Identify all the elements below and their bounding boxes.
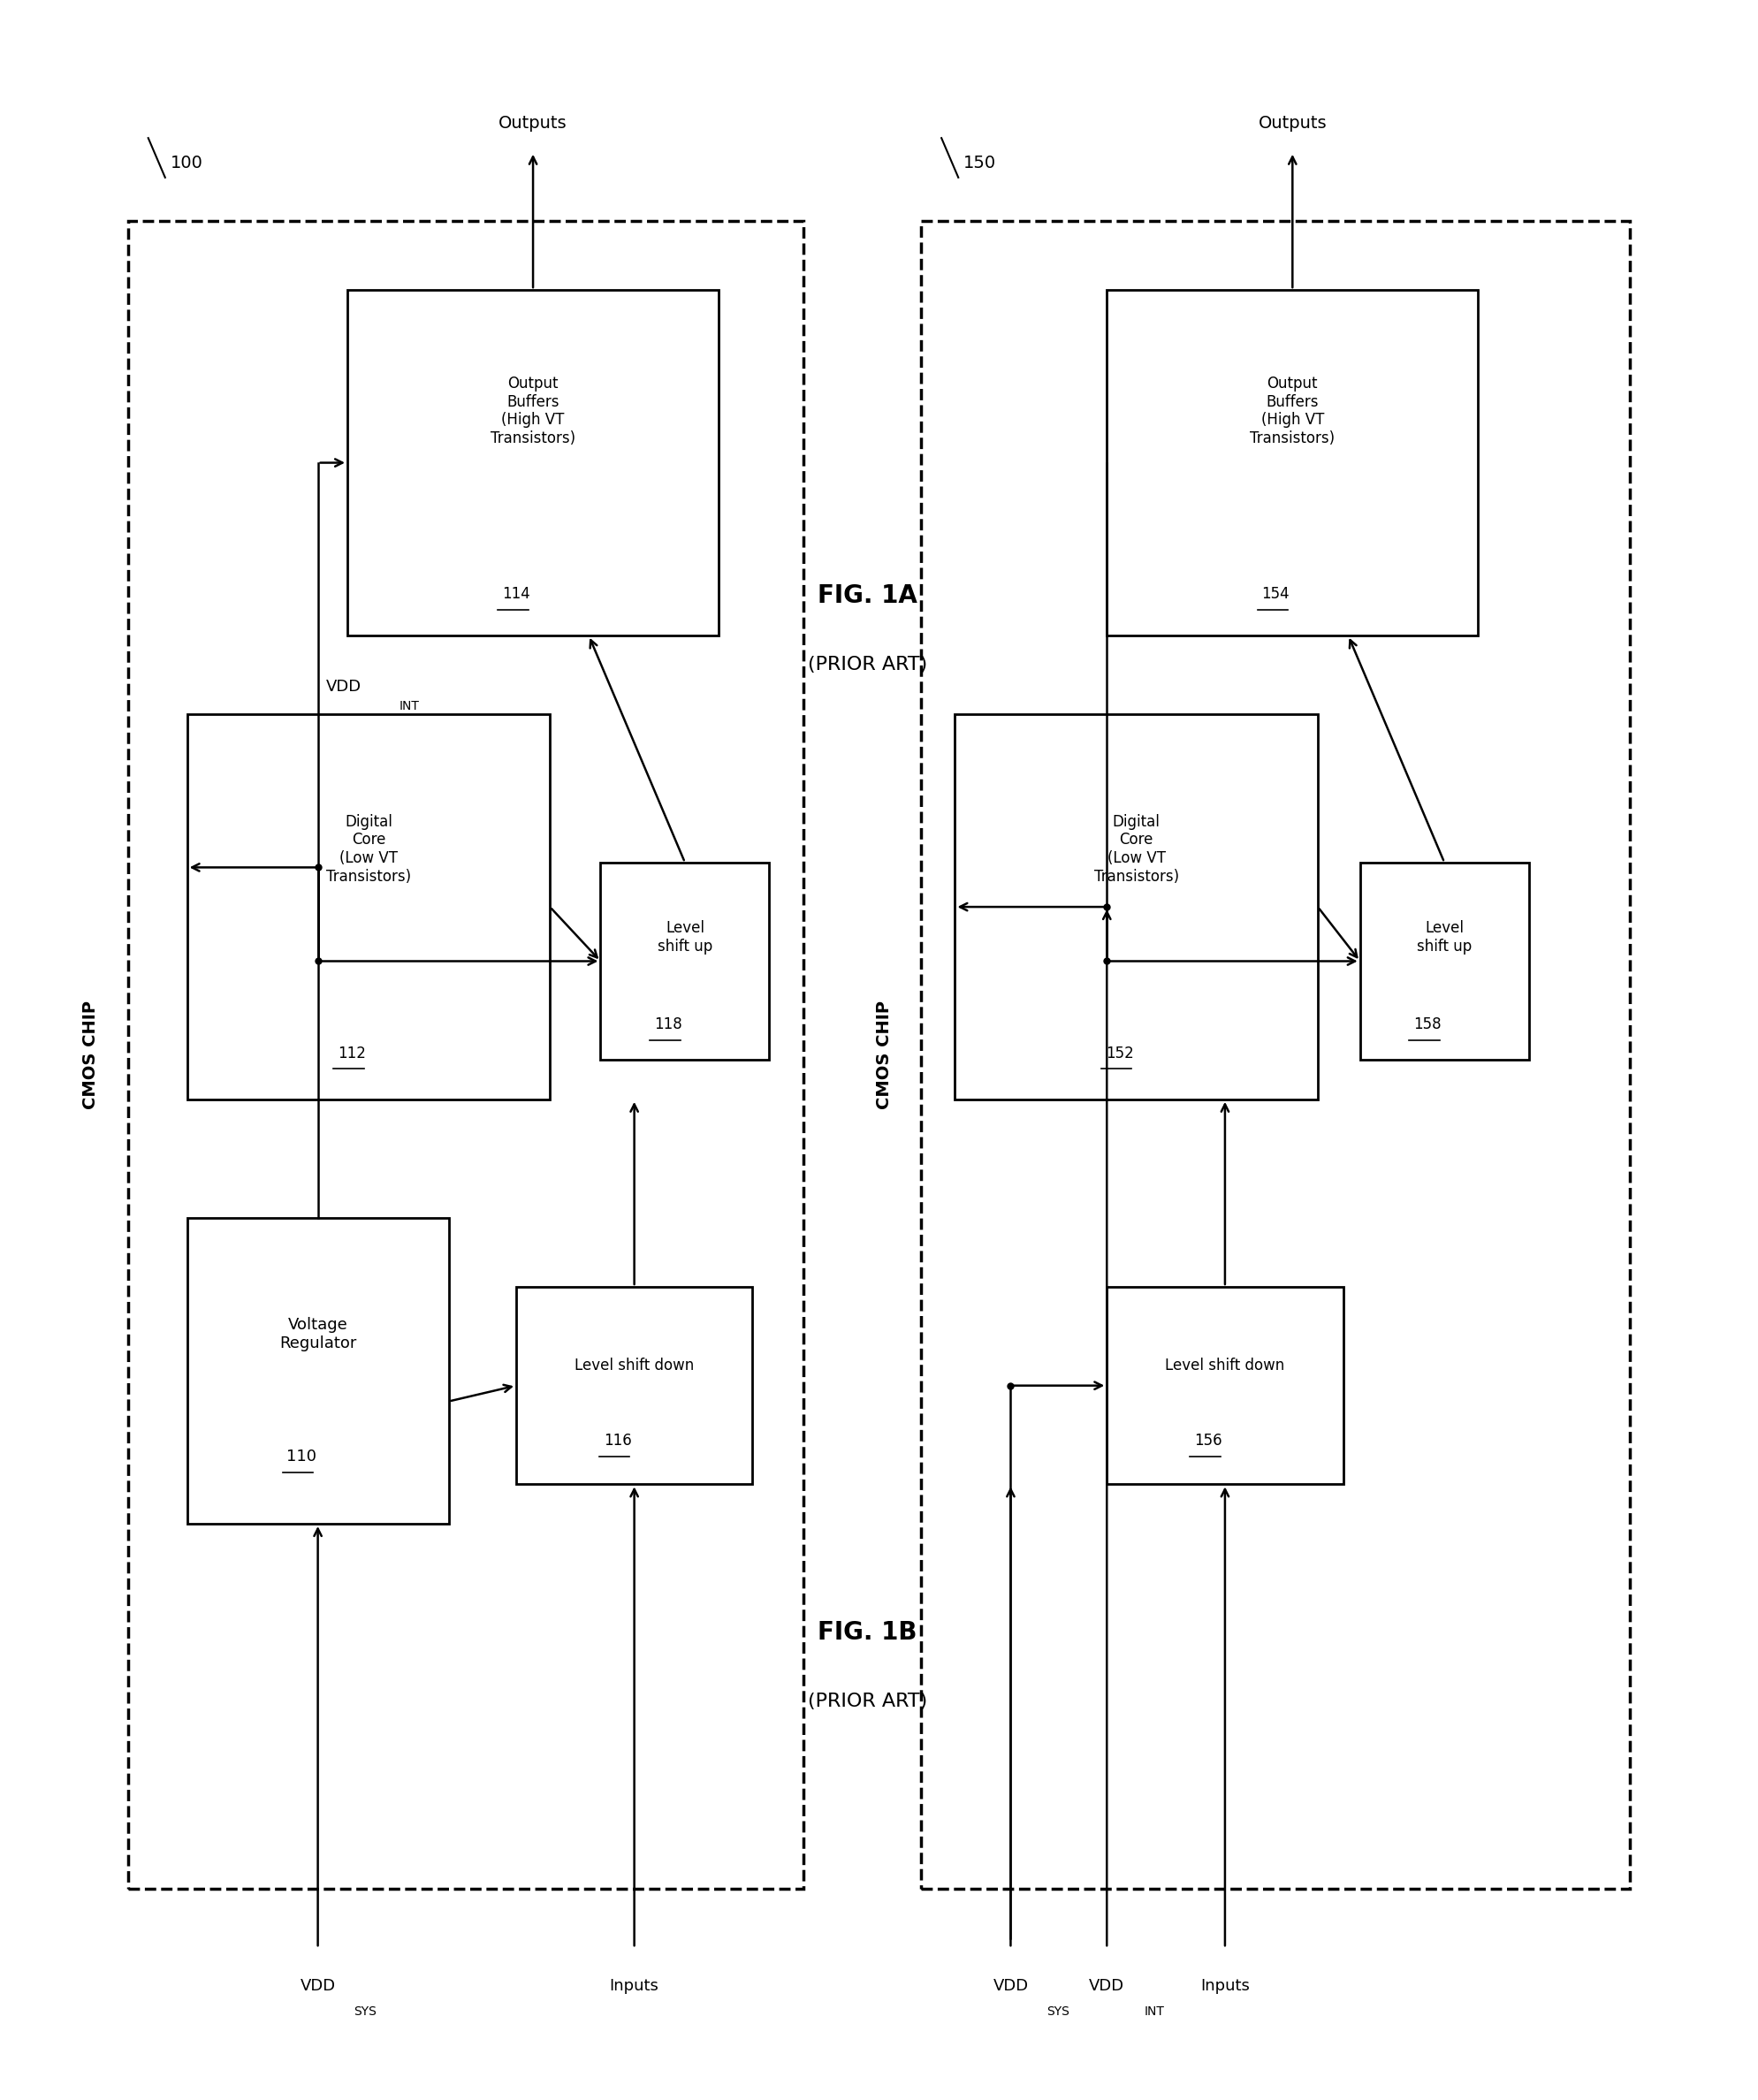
Bar: [921, 220, 1630, 1890]
Text: 100: 100: [171, 155, 202, 172]
Bar: [348, 290, 719, 636]
Text: CMOS CHIP: CMOS CHIP: [875, 1000, 893, 1109]
Text: Output
Buffers
(High VT
Transistors): Output Buffers (High VT Transistors): [1250, 376, 1334, 447]
Text: SYS: SYS: [353, 2006, 376, 2018]
Bar: [1108, 290, 1478, 636]
Text: CMOS CHIP: CMOS CHIP: [83, 1000, 98, 1109]
Text: 154: 154: [1262, 586, 1290, 603]
Text: 112: 112: [338, 1046, 366, 1061]
Bar: [955, 714, 1318, 1100]
Text: Inputs: Inputs: [1201, 1978, 1250, 1993]
Text: 156: 156: [1194, 1432, 1222, 1449]
Bar: [1361, 863, 1529, 1061]
Bar: [186, 1218, 448, 1525]
Text: Voltage
Regulator: Voltage Regulator: [280, 1317, 357, 1350]
Text: Level shift down: Level shift down: [575, 1359, 694, 1373]
Text: VDD: VDD: [993, 1978, 1028, 1993]
Text: 118: 118: [654, 1016, 682, 1033]
Text: INT: INT: [399, 699, 418, 712]
Text: VDD: VDD: [1090, 1978, 1125, 1993]
Text: VDD: VDD: [327, 678, 362, 695]
Text: FIG. 1A: FIG. 1A: [817, 584, 918, 609]
Text: 152: 152: [1106, 1046, 1134, 1061]
Text: FIG. 1B: FIG. 1B: [817, 1619, 918, 1644]
Bar: [517, 1287, 752, 1485]
Bar: [1108, 1287, 1343, 1485]
Text: Outputs: Outputs: [499, 116, 568, 132]
Text: 116: 116: [603, 1432, 631, 1449]
Text: Output
Buffers
(High VT
Transistors): Output Buffers (High VT Transistors): [490, 376, 575, 447]
Text: (PRIOR ART): (PRIOR ART): [807, 655, 926, 674]
Text: Outputs: Outputs: [1259, 116, 1327, 132]
Text: Level
shift up: Level shift up: [1417, 920, 1471, 956]
Text: VDD: VDD: [301, 1978, 336, 1993]
Text: Inputs: Inputs: [610, 1978, 659, 1993]
Bar: [601, 863, 770, 1061]
Text: 150: 150: [963, 155, 997, 172]
Text: Digital
Core
(Low VT
Transistors): Digital Core (Low VT Transistors): [325, 813, 411, 884]
Text: 110: 110: [287, 1449, 316, 1464]
Bar: [186, 714, 550, 1100]
Text: Level shift down: Level shift down: [1166, 1359, 1285, 1373]
Text: INT: INT: [1144, 2006, 1164, 2018]
Text: Level
shift up: Level shift up: [657, 920, 712, 956]
Text: Digital
Core
(Low VT
Transistors): Digital Core (Low VT Transistors): [1093, 813, 1180, 884]
Text: 158: 158: [1413, 1016, 1442, 1033]
Text: SYS: SYS: [1046, 2006, 1069, 2018]
Bar: [128, 220, 803, 1890]
Text: (PRIOR ART): (PRIOR ART): [807, 1693, 926, 1709]
Text: 114: 114: [503, 586, 531, 603]
